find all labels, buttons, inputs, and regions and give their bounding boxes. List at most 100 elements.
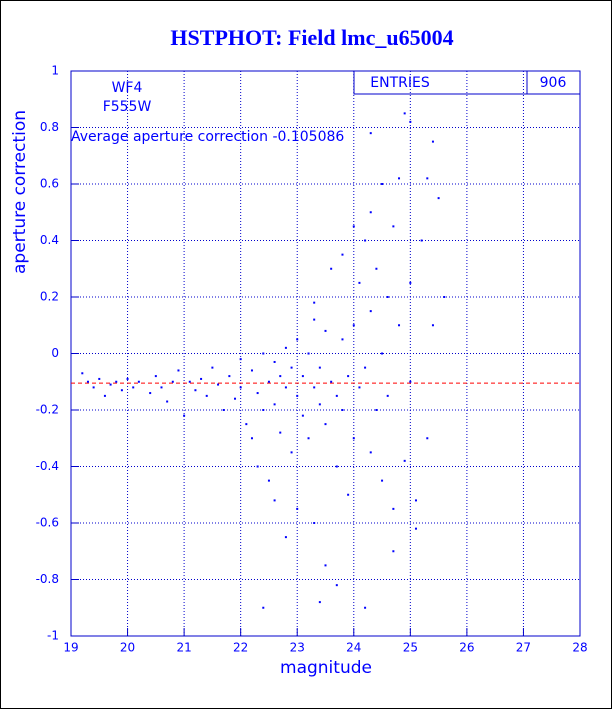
y-tick-label: -1 [47, 629, 59, 643]
point [307, 352, 310, 355]
point [420, 239, 423, 242]
point [171, 380, 174, 383]
point [352, 324, 355, 327]
average-label: Average aperture correction [71, 129, 268, 145]
point [431, 324, 434, 327]
y-tick-label: -0.2 [36, 403, 59, 417]
point [262, 409, 265, 411]
point [381, 479, 384, 482]
x-tick-label: 27 [516, 641, 531, 655]
point [284, 386, 287, 389]
point [279, 431, 282, 434]
point [375, 267, 378, 270]
point [313, 386, 316, 389]
stats-value: 906 [540, 75, 567, 91]
point [296, 338, 299, 341]
x-tick-label: 25 [403, 641, 418, 655]
point [273, 360, 276, 363]
point [381, 352, 384, 355]
point [398, 177, 401, 180]
point [386, 394, 389, 397]
point [273, 403, 276, 406]
point [414, 527, 417, 530]
point [335, 584, 338, 587]
chart-title: HSTPHOT: Field lmc_u65004 [170, 25, 453, 50]
point [149, 392, 152, 395]
point [392, 550, 395, 553]
point [375, 409, 378, 411]
x-axis-label: magnitude [280, 658, 372, 678]
x-tick-label: 20 [120, 641, 135, 655]
y-tick-label: 1 [51, 64, 59, 78]
point [386, 296, 389, 298]
point [403, 112, 406, 115]
point [324, 423, 327, 426]
point [426, 177, 429, 180]
point [392, 225, 395, 228]
x-tick-label: 21 [176, 641, 191, 655]
x-tick-label: 24 [346, 641, 361, 655]
point [369, 310, 372, 313]
point [154, 375, 157, 378]
y-tick-label: -0.8 [36, 572, 59, 586]
point [103, 394, 106, 397]
point [194, 389, 197, 392]
point [126, 377, 129, 380]
x-tick-label: 19 [63, 641, 78, 655]
note: WF4 [112, 80, 143, 96]
stats-label: ENTRIES [370, 75, 430, 91]
point [222, 409, 225, 411]
point [324, 329, 327, 332]
point [183, 414, 186, 417]
point [92, 386, 95, 389]
point [132, 386, 135, 389]
point [290, 366, 293, 369]
y-tick-label: -0.4 [36, 459, 59, 473]
point [409, 281, 412, 284]
point [341, 338, 344, 341]
point [369, 132, 372, 135]
point [318, 366, 321, 369]
point [279, 375, 282, 378]
point [409, 120, 412, 123]
point [381, 183, 384, 185]
point [115, 380, 118, 383]
point [284, 346, 287, 349]
point [290, 451, 293, 454]
point [239, 358, 242, 361]
point [426, 437, 429, 440]
point [347, 375, 350, 378]
point [443, 296, 446, 298]
point [307, 437, 310, 440]
x-tick-label: 23 [290, 641, 305, 655]
point [431, 140, 434, 143]
point [211, 366, 214, 369]
point [313, 522, 316, 524]
y-tick-label: 0.4 [40, 233, 59, 247]
point [250, 369, 253, 372]
y-tick-label: 0.2 [40, 290, 59, 304]
point [347, 493, 350, 496]
point [330, 380, 333, 383]
point [364, 239, 367, 242]
y-tick-label: 0.6 [40, 177, 59, 191]
point [414, 499, 417, 502]
y-tick-label: -0.6 [36, 516, 59, 530]
point [324, 564, 327, 567]
point [137, 380, 140, 383]
point [318, 601, 321, 604]
x-tick-label: 28 [572, 641, 587, 655]
point [205, 394, 208, 397]
point [318, 403, 321, 406]
point [160, 386, 163, 389]
point [301, 375, 304, 378]
point [341, 253, 344, 256]
point [188, 380, 191, 383]
y-tick-label: 0.8 [40, 120, 59, 134]
point [313, 301, 316, 304]
point [364, 366, 367, 369]
point [335, 394, 338, 397]
point [284, 536, 287, 539]
